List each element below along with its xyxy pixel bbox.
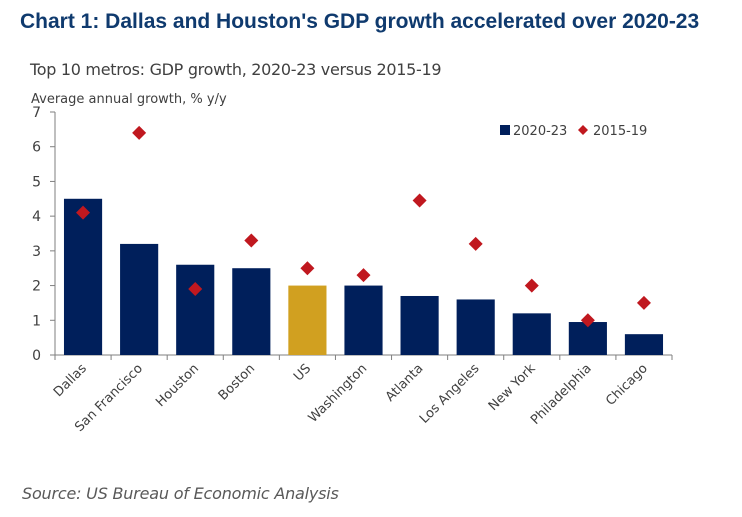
x-tick-label: Philadelphia <box>528 361 595 428</box>
marker-san-francisco <box>132 125 147 140</box>
y-axis: 0 1 2 3 4 5 6 7 <box>32 105 56 364</box>
bar-atlanta <box>400 295 439 355</box>
marker-chicago <box>636 295 651 310</box>
chart-subtitle: Top 10 metros: GDP growth, 2020-23 versu… <box>30 60 442 79</box>
marker-atlanta <box>412 193 427 208</box>
marker-boston <box>244 233 259 248</box>
y-tick-label: 2 <box>32 279 41 295</box>
bars-series-2020-23 <box>63 198 664 355</box>
bar-los-angeles <box>456 299 495 355</box>
y-tick-label: 1 <box>32 313 41 329</box>
x-tick-label: Los Angeles <box>417 361 483 427</box>
markers-series-2015-19 <box>76 125 651 328</box>
x-tick-label: Boston <box>216 361 258 403</box>
x-tick-label: New York <box>486 361 539 414</box>
bar-chicago <box>624 334 664 355</box>
y-tick-label: 4 <box>32 209 41 225</box>
bar-dallas <box>63 198 103 355</box>
x-tick-label: Houston <box>153 361 202 410</box>
y-tick-label: 3 <box>32 244 41 260</box>
y-tick-label: 7 <box>32 105 41 121</box>
y-tick-label: 5 <box>32 174 41 190</box>
bar-houston <box>176 264 215 355</box>
source-note: Source: US Bureau of Economic Analysis <box>22 484 339 503</box>
x-tick-label: Chicago <box>603 361 651 409</box>
chart-title: Chart 1: Dallas and Houston's GDP growth… <box>20 10 700 33</box>
marker-los-angeles <box>468 236 483 251</box>
legend: 2020-23 2015-19 <box>500 124 647 139</box>
x-tick-label: US <box>291 361 314 384</box>
bar-washington <box>344 285 383 355</box>
legend-label-2020-23: 2020-23 <box>513 124 567 139</box>
legend-swatch-2020-23 <box>500 125 510 135</box>
marker-us <box>300 261 315 276</box>
bar-philadelphia <box>568 322 607 355</box>
y-tick-label: 6 <box>32 140 41 156</box>
marker-houston <box>188 282 203 297</box>
legend-swatch-2015-19 <box>578 125 588 135</box>
x-tick-label: Dallas <box>51 361 90 400</box>
y-tick-label: 0 <box>32 348 41 364</box>
x-tick-label: Atlanta <box>383 361 427 405</box>
x-tick-label: Washington <box>306 361 371 426</box>
marker-new-york <box>524 278 539 293</box>
marker-washington <box>356 268 371 283</box>
legend-label-2015-19: 2015-19 <box>593 124 647 139</box>
bar-us <box>288 285 327 355</box>
bar-boston <box>232 268 271 355</box>
bar-san-francisco <box>120 243 159 355</box>
marker-dallas <box>76 205 91 220</box>
marker-philadelphia <box>580 313 595 328</box>
bar-new-york <box>512 313 551 355</box>
y-axis-label: Average annual growth, % y/y <box>31 92 227 107</box>
